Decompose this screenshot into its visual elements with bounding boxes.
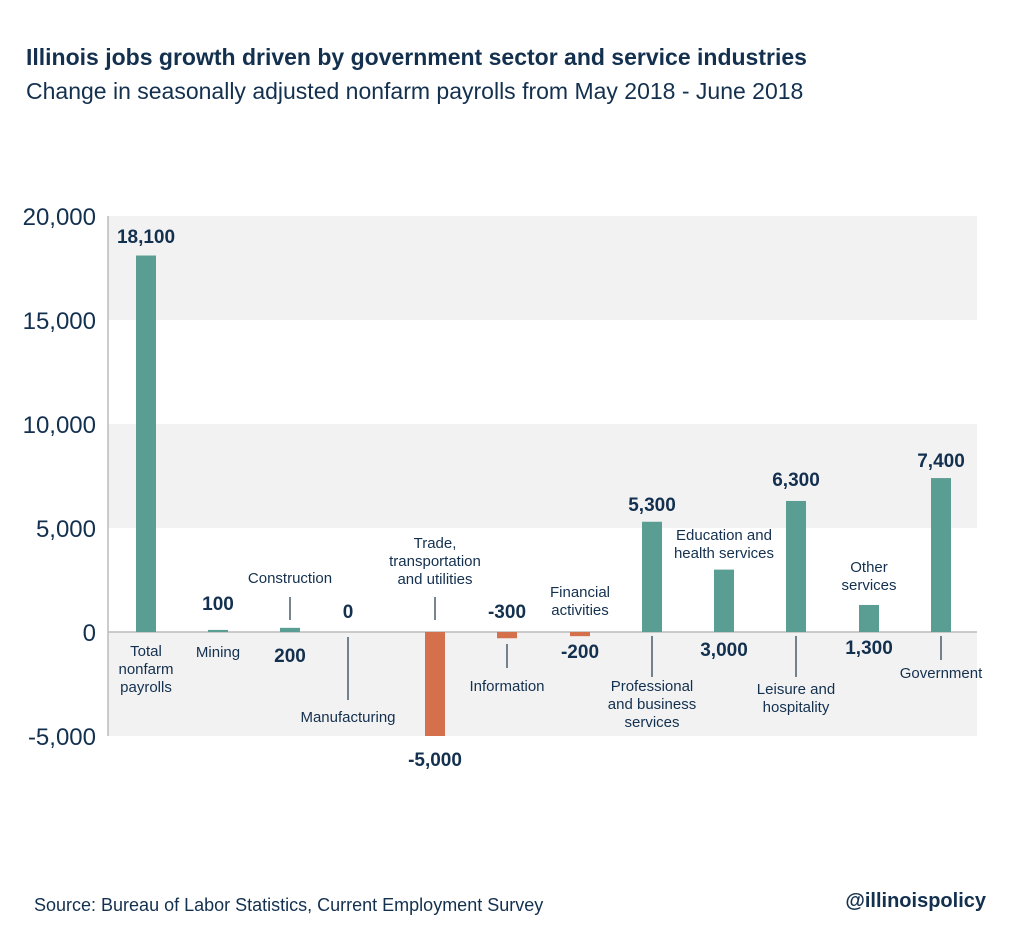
- value-label: -5,000: [408, 750, 462, 771]
- grid-band: [108, 632, 977, 736]
- value-label: 1,300: [845, 638, 893, 659]
- value-label: -300: [488, 602, 526, 623]
- grid-band: [108, 216, 977, 320]
- value-label: 200: [274, 646, 306, 667]
- bar: [280, 627, 300, 632]
- y-tick-label: 20,000: [23, 204, 96, 231]
- bar: [642, 521, 662, 632]
- category-label: hospitality: [763, 699, 830, 716]
- chart-title: Illinois jobs growth driven by governmen…: [26, 44, 807, 70]
- category-label: Manufacturing: [300, 709, 395, 726]
- category-label: Trade,: [414, 535, 457, 552]
- chart-subtitle: Change in seasonally adjusted nonfarm pa…: [26, 78, 804, 104]
- value-label: 6,300: [772, 470, 820, 491]
- value-label: 0: [343, 602, 354, 623]
- bar: [859, 604, 879, 632]
- category-label: Financial: [550, 584, 610, 601]
- category-label: transportation: [389, 553, 481, 570]
- category-label: Professional: [611, 678, 694, 695]
- category-label: Construction: [248, 570, 332, 587]
- category-label: Leisure and: [757, 681, 835, 698]
- category-label: activities: [551, 602, 609, 619]
- bar: [714, 569, 734, 632]
- y-tick-label: 0: [83, 620, 96, 647]
- value-label: 100: [202, 594, 234, 615]
- bar: [786, 500, 806, 632]
- source-note: Source: Bureau of Labor Statistics, Curr…: [34, 895, 544, 915]
- category-label: Information: [469, 678, 544, 695]
- category-label: Total: [130, 643, 162, 660]
- category-label: and utilities: [397, 571, 472, 588]
- grid-band: [108, 424, 977, 528]
- y-tick-label: 10,000: [23, 412, 96, 439]
- y-tick-label: 15,000: [23, 308, 96, 335]
- y-tick-label: -5,000: [28, 724, 96, 751]
- bar: [208, 629, 228, 632]
- brand-handle: @illinoispolicy: [845, 890, 986, 912]
- bar: [570, 632, 590, 637]
- category-label: Government: [900, 665, 983, 682]
- value-label: 7,400: [917, 451, 965, 472]
- category-label: services: [624, 714, 679, 731]
- value-label: -200: [561, 642, 599, 663]
- bar: [136, 255, 156, 632]
- bar: [497, 632, 517, 639]
- category-label: health services: [674, 545, 774, 562]
- category-label: nonfarm: [118, 661, 173, 678]
- category-label: Other: [850, 559, 888, 576]
- bar: [425, 632, 445, 736]
- value-label: 18,100: [117, 227, 175, 248]
- category-label: Mining: [196, 644, 240, 661]
- bar: [931, 478, 951, 632]
- value-label: 3,000: [700, 640, 748, 661]
- category-label: services: [841, 577, 896, 594]
- y-tick-label: 5,000: [36, 516, 96, 543]
- category-label: payrolls: [120, 679, 172, 696]
- category-label: Education and: [676, 527, 772, 544]
- category-label: and business: [608, 696, 696, 713]
- value-label: 5,300: [628, 495, 676, 516]
